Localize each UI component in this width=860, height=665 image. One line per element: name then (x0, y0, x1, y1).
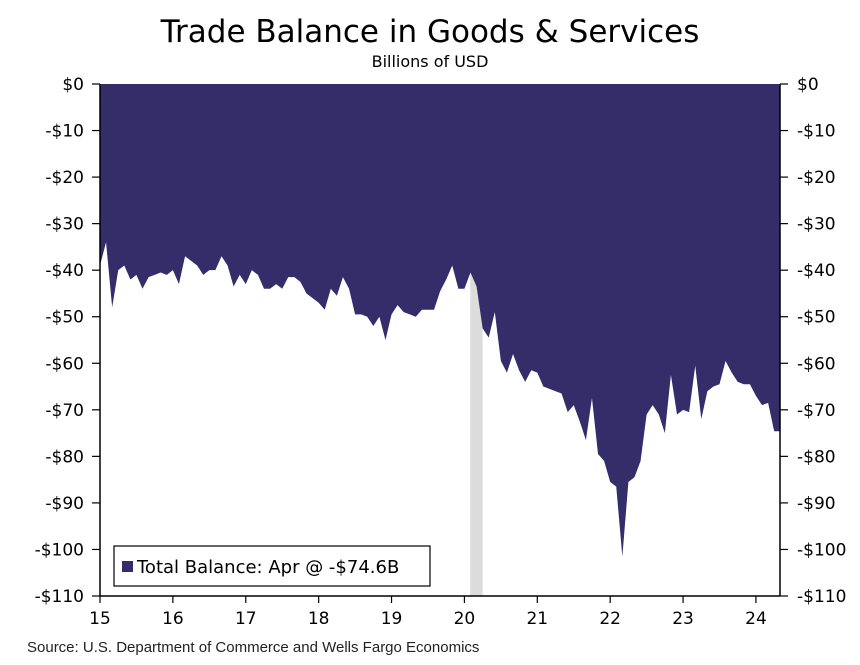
chart-subtitle: Billions of USD (371, 52, 489, 71)
x-tick-label: 22 (599, 609, 621, 629)
y-tick-label-left: -$70 (45, 401, 84, 421)
x-tick-label: 23 (672, 609, 694, 629)
y-tick-label-left: -$10 (45, 122, 84, 142)
x-tick-label: 19 (381, 609, 403, 629)
legend-box (113, 545, 431, 587)
y-tick-label-right: -$80 (797, 447, 836, 467)
y-tick-label-left: -$100 (35, 540, 84, 560)
y-tick-label-left: -$40 (45, 261, 84, 281)
y-tick-label-right: -$60 (797, 354, 836, 374)
y-tick-label-right: -$90 (797, 494, 836, 514)
x-tick-label: 15 (89, 609, 111, 629)
source-note: Source: U.S. Department of Commerce and … (27, 639, 480, 656)
y-tick-label-left: -$60 (45, 354, 84, 374)
x-tick-label: 21 (526, 609, 548, 629)
chart-legend: Total Balance: Apr @ -$74.6B (113, 545, 431, 587)
total-balance-area (100, 84, 780, 557)
y-tick-label-right: -$10 (797, 122, 836, 142)
y-tick-label-right: $0 (797, 75, 819, 95)
x-tick-label: 18 (308, 609, 330, 629)
y-tick-label-right: -$20 (797, 168, 836, 188)
y-tick-label-left: -$110 (35, 587, 84, 607)
y-tick-label-left: -$80 (45, 447, 84, 467)
x-tick-label: 24 (745, 609, 767, 629)
y-tick-label-left: -$90 (45, 494, 84, 514)
y-tick-label-right: -$70 (797, 401, 836, 421)
y-tick-label-left: -$30 (45, 215, 84, 235)
x-tick-label: 16 (162, 609, 184, 629)
y-tick-label-left: -$50 (45, 308, 84, 328)
y-tick-label-right: -$50 (797, 308, 836, 328)
legend-label: Total Balance: Apr @ -$74.6B (136, 557, 399, 578)
y-tick-label-right: -$40 (797, 261, 836, 281)
y-tick-label-right: -$100 (797, 540, 846, 560)
legend-swatch (122, 561, 133, 572)
x-tick-label: 17 (235, 609, 257, 629)
y-tick-label-left: $0 (62, 75, 84, 95)
chart-title: Trade Balance in Goods & Services (160, 14, 700, 50)
y-tick-label-right: -$110 (797, 587, 846, 607)
y-tick-label-left: -$20 (45, 168, 84, 188)
y-tick-label-right: -$30 (797, 215, 836, 235)
x-tick-label: 20 (454, 609, 476, 629)
